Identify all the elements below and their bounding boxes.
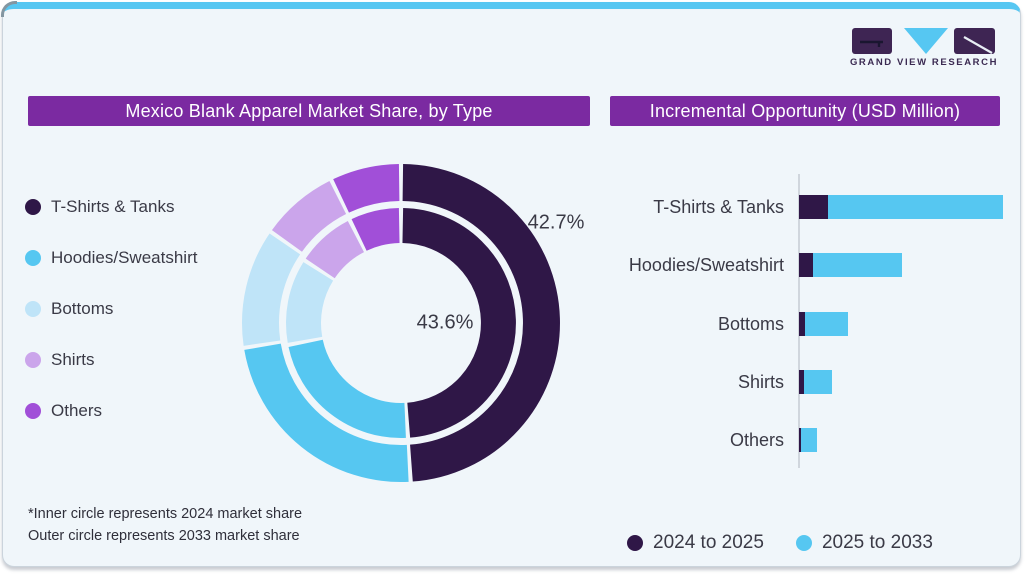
legend-label: T-Shirts & Tanks (51, 197, 175, 216)
donut-inner-segment-4 (351, 208, 401, 252)
logo-g-stroke (860, 40, 883, 47)
bar-category-label: T-Shirts & Tanks (653, 197, 784, 217)
bar-row: T-Shirts & Tanks (610, 195, 1010, 219)
legend-label: Others (51, 401, 103, 420)
donut-legend-item: Hoodies/Sweatshirt (25, 248, 197, 268)
bar-track (799, 195, 1003, 219)
donut-inner-segment-0 (402, 208, 516, 438)
donut-legend-item: Bottoms (25, 299, 197, 319)
logo-v-triangle (904, 28, 948, 54)
bar-track (799, 428, 817, 452)
legend-label: 2025 to 2033 (821, 532, 933, 553)
bar-segment (813, 253, 902, 277)
donut-legend-item: Others (25, 401, 197, 421)
donut-inner-segment-1 (288, 339, 406, 438)
legend-color-dot (25, 250, 41, 266)
legend-label: Hoodies/Sweatshirt (51, 248, 198, 267)
infographic-card: GRAND VIEW RESEARCH Mexico Blank Apparel… (2, 2, 1021, 567)
donut-legend-item: T-Shirts & Tanks (25, 197, 197, 217)
legend-color-dot (25, 199, 41, 215)
donut-outer-segment-0 (402, 164, 560, 482)
bar-segment (799, 370, 805, 394)
bar-segment (804, 312, 848, 336)
bar-chart-legend: 2024 to 2025 2025 to 2033 (627, 532, 933, 553)
donut-legend: T-Shirts & Tanks Hoodies/Sweatshirt Bottom… (25, 197, 197, 452)
donut-outer-segment-4 (333, 164, 400, 213)
bar-segment (799, 312, 805, 336)
bar-segment (801, 428, 817, 452)
donut-outer-segment-3 (271, 181, 347, 253)
gvr-logo-marks (852, 28, 995, 54)
donut-legend-item: Shirts (25, 350, 197, 370)
donut-outer-segment-1 (244, 343, 409, 482)
donut-outer-segment-2 (242, 233, 301, 346)
donut-inner-segment-3 (305, 221, 365, 279)
bar-chart: T-Shirts & Tanks Hoodies/Sweatshirt Bottom… (610, 174, 1010, 468)
legend-color-dot (25, 301, 41, 317)
bar-row: Hoodies/Sweatshirt (610, 253, 1010, 277)
donut-chart (242, 164, 560, 482)
bar-row: Others (610, 428, 1010, 452)
legend-label: 2024 to 2025 (653, 532, 764, 553)
bar-category-label: Hoodies/Sweatshirt (628, 255, 784, 275)
left-chart-title: Mexico Blank Apparel Market Share, by Ty… (125, 100, 493, 121)
bar-row: Shirts (610, 370, 1010, 394)
legend-color-dot (627, 535, 643, 551)
bar-segment (804, 370, 832, 394)
bar-track (799, 253, 902, 277)
bar-category-label: Others (729, 430, 784, 450)
bar-row: Bottoms (610, 312, 1010, 336)
bar-track (799, 370, 832, 394)
bar-track (799, 312, 848, 336)
bar-legend-item: 2025 to 2033 (795, 532, 933, 553)
footnote-line-2: Outer circle represents 2033 market shar… (28, 528, 300, 544)
bar-segment (799, 253, 814, 277)
logo-brand-text: GRAND VIEW RESEARCH (849, 57, 999, 68)
legend-color-dot (795, 535, 812, 551)
footnote-line-1: *Inner circle represents 2024 market sha… (28, 506, 303, 522)
legend-label: Bottoms (51, 299, 114, 318)
bar-category-label: Bottoms (717, 314, 784, 334)
legend-color-dot (25, 352, 41, 368)
grand-view-research-logo: GRAND VIEW RESEARCH (849, 27, 999, 79)
bar-category-label: Shirts (737, 372, 784, 392)
donut-inner-segment-2 (286, 262, 334, 343)
bar-legend-item: 2024 to 2025 (627, 532, 764, 553)
right-chart-title: Incremental Opportunity (USD Million) (649, 100, 961, 121)
outer-ring-value-label: 42.7% (527, 211, 585, 234)
bar-segment (799, 195, 828, 219)
legend-label: Shirts (51, 350, 95, 369)
right-chart-title-bar: Incremental Opportunity (USD Million) (610, 96, 1000, 126)
inner-ring-value-label: 43.6% (416, 311, 474, 334)
donut-footnote: *Inner circle represents 2024 market sha… (28, 503, 302, 547)
logo-r-block (954, 28, 995, 54)
bar-segment (799, 428, 801, 452)
logo-r-stroke (963, 36, 993, 54)
legend-color-dot (25, 403, 41, 419)
left-chart-title-bar: Mexico Blank Apparel Market Share, by Ty… (28, 96, 590, 126)
bar-segment (828, 195, 1003, 219)
